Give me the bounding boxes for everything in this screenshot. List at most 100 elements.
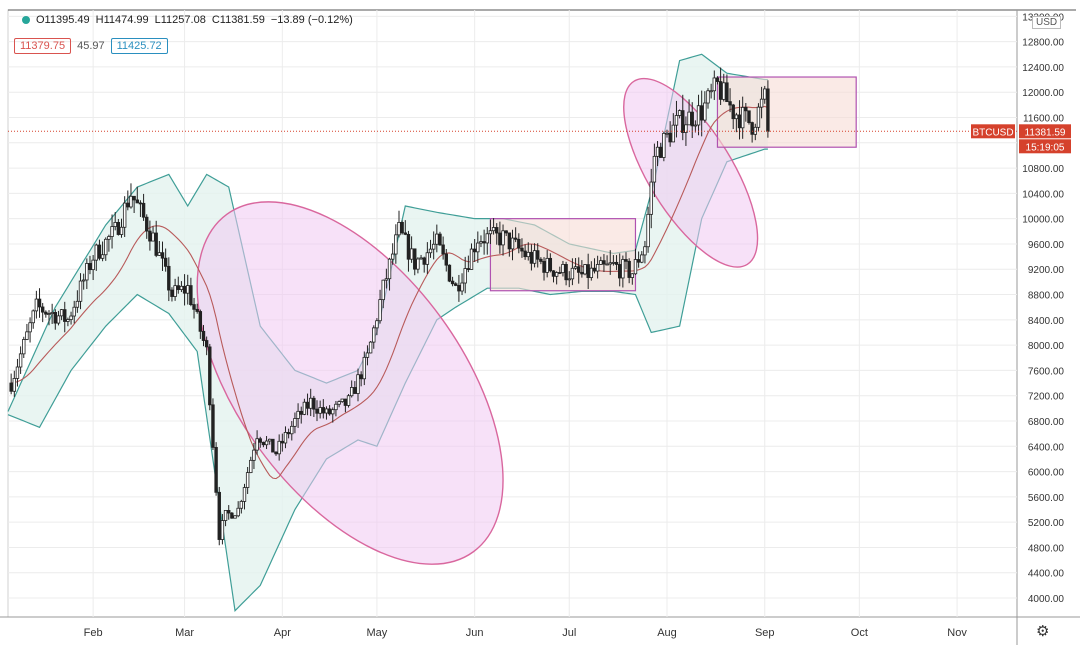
candle-body [343,398,348,406]
y-tick-label: 7600.00 [1028,366,1065,377]
candle-body [78,280,83,302]
candle [56,310,61,326]
candle [299,406,303,424]
candle [583,264,587,276]
candle [400,220,404,235]
candle-body [324,408,329,414]
candle [561,260,565,277]
candle [460,273,464,296]
candle-body [157,252,162,256]
candle-body [104,238,108,256]
candle [605,255,609,266]
candle [25,323,29,341]
candle [104,237,108,261]
candle-body [501,230,505,246]
candle-body [435,233,439,245]
candle [558,266,562,274]
candle [454,282,458,287]
candle-body [372,327,376,343]
candle-body [422,257,426,265]
candle-body [72,306,76,317]
candle-body [220,520,225,540]
candle [15,358,20,387]
y-tick-label: 6400.00 [1028,442,1065,453]
candle [633,248,638,275]
candle [766,80,770,138]
candle-body [145,216,149,232]
y-tick-label: 4800.00 [1028,543,1065,554]
candle-body [299,410,303,415]
candle-body [485,233,489,244]
candle-body [331,409,335,415]
x-tick-label: May [367,627,388,639]
candle-body [444,253,448,266]
candle [447,264,452,283]
candle [643,240,647,264]
candle-body [627,260,631,278]
candle-body [712,77,716,92]
candle [157,240,162,256]
candle-body [271,438,275,453]
candle-body [192,304,196,310]
candle [63,301,67,333]
candle [703,91,707,123]
candle [712,70,716,100]
indicator-upper-value: 11425.72 [110,38,168,54]
candle [731,103,735,130]
candle-body [441,244,445,255]
candle-body [337,401,341,405]
candle-body [138,202,143,205]
candle-body [750,122,754,135]
candle-body [198,311,203,332]
gear-icon[interactable]: ⚙ [1036,623,1050,640]
candle-body [277,440,281,455]
candle-body [454,283,458,286]
candle-body [472,248,477,253]
candle-body [327,408,332,415]
candle [737,100,742,140]
candle-body [230,512,234,519]
candle [296,403,300,428]
candle [504,230,508,237]
candle [113,212,117,231]
candle-body [264,440,269,446]
candle [214,442,218,496]
candle [728,88,732,113]
candle [580,260,584,278]
currency-label[interactable]: USD [1032,16,1062,29]
candle [167,257,171,302]
candle-body [75,300,80,308]
candle-body [731,104,735,120]
candle-body [107,236,111,240]
candle [658,142,663,158]
candle [567,271,571,288]
candle-body [744,107,748,112]
candle-body [662,132,666,158]
candle-body [466,268,471,270]
plot-area [7,9,1018,618]
candle [573,258,578,270]
candle-body [709,90,713,93]
candle [718,67,723,106]
candle-body [242,487,247,502]
candle-body [59,309,64,317]
candle [85,258,89,289]
candle-body [668,132,672,143]
candle-body [681,110,685,133]
candle-body [545,257,549,273]
indicator-legend[interactable]: 11379.75 45.97 11425.72 [14,38,168,54]
candle-body [378,299,382,322]
symbol-tag-label: BTCUSD [972,127,1013,138]
candle-body [419,257,423,260]
candle-body [334,403,338,411]
candle-body [558,272,562,274]
candle [138,200,143,217]
candle [53,309,57,330]
candle [47,310,51,326]
candle-body [305,401,310,409]
candle [12,370,17,397]
candle-body [375,320,379,329]
candle [28,317,32,343]
candle [242,483,247,510]
